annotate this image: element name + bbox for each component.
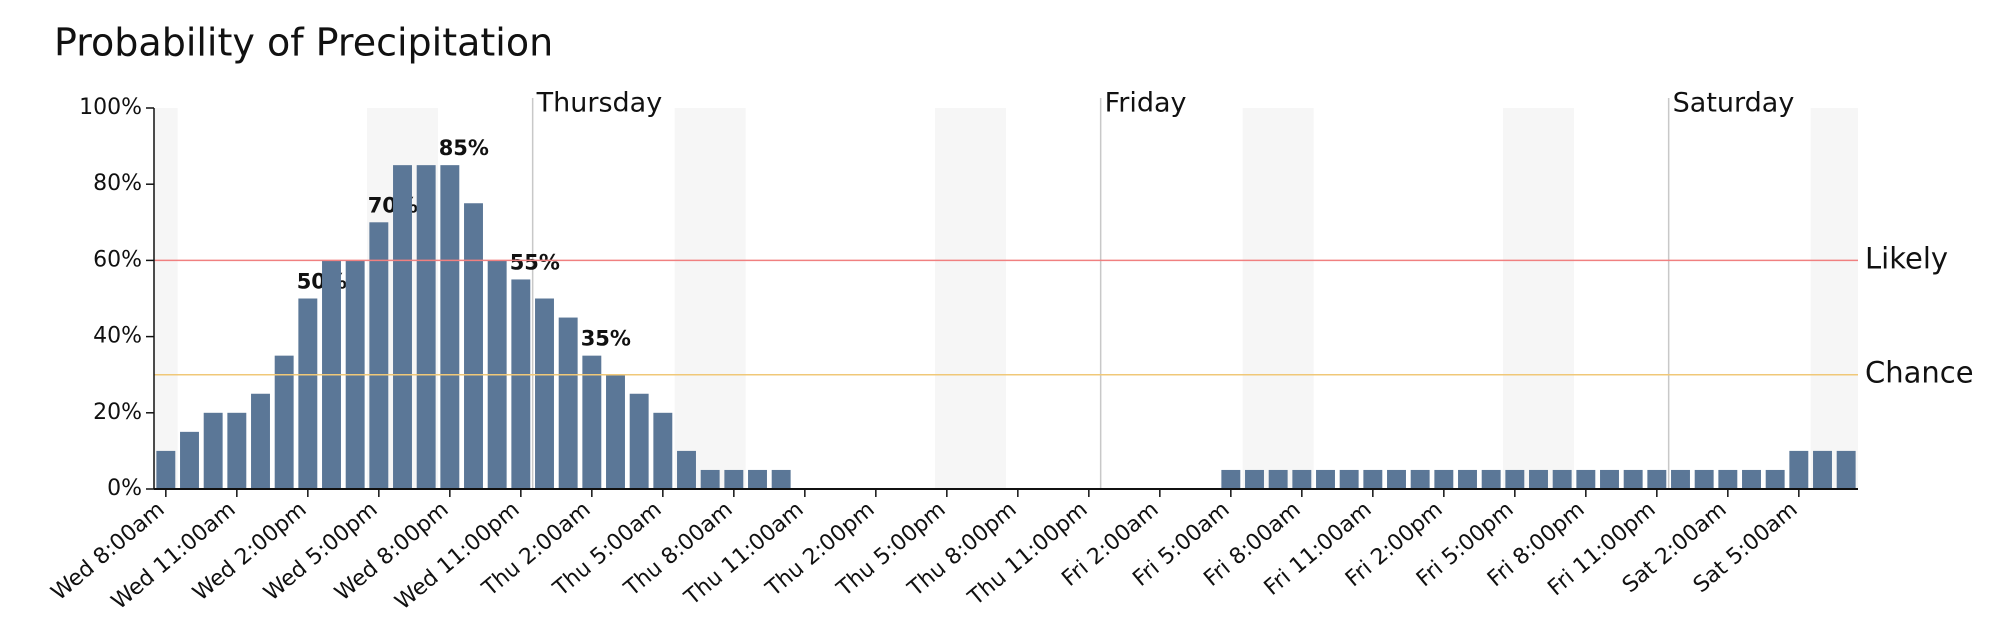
shaded-band bbox=[1503, 108, 1574, 489]
shaded-band bbox=[935, 108, 1006, 489]
bar bbox=[1481, 469, 1501, 489]
value-label: 55% bbox=[510, 250, 560, 274]
bar bbox=[1529, 469, 1548, 489]
bar bbox=[1434, 469, 1454, 489]
y-tick-label: 80% bbox=[93, 171, 142, 196]
bar bbox=[1552, 469, 1572, 489]
bar bbox=[1647, 469, 1667, 489]
bar bbox=[1623, 469, 1643, 489]
threshold-label: Chance bbox=[1865, 356, 1974, 390]
x-tick-label: Wed 11:00pm bbox=[391, 497, 525, 615]
y-tick-label: 20% bbox=[93, 400, 142, 425]
y-tick-label: 60% bbox=[93, 247, 142, 272]
bar bbox=[1387, 469, 1406, 489]
bar bbox=[369, 222, 389, 490]
y-tick-label: 40% bbox=[93, 324, 142, 349]
shaded-band bbox=[154, 108, 178, 489]
bar bbox=[1268, 469, 1288, 489]
bar bbox=[298, 298, 318, 489]
bar bbox=[464, 203, 483, 489]
bar bbox=[1765, 469, 1785, 489]
bar bbox=[511, 279, 531, 489]
bar bbox=[203, 412, 223, 489]
bar bbox=[440, 165, 460, 489]
bar bbox=[771, 469, 791, 489]
shaded-band bbox=[1242, 108, 1314, 489]
bar bbox=[653, 412, 673, 489]
bar bbox=[1742, 469, 1761, 489]
value-label: 85% bbox=[439, 136, 489, 160]
threshold-label: Likely bbox=[1865, 241, 1948, 275]
shaded-band bbox=[674, 108, 746, 489]
bar bbox=[156, 450, 176, 489]
y-tick-label: 0% bbox=[107, 476, 142, 501]
bar bbox=[1600, 469, 1619, 489]
bar bbox=[629, 393, 649, 489]
bar bbox=[1245, 469, 1264, 489]
bar bbox=[1505, 469, 1525, 489]
bar bbox=[1576, 469, 1596, 489]
bar bbox=[251, 393, 270, 489]
bar bbox=[700, 469, 720, 489]
shaded-band bbox=[1810, 108, 1858, 489]
bar bbox=[558, 317, 578, 489]
bar bbox=[393, 165, 412, 489]
bar bbox=[1221, 469, 1241, 489]
x-tick-label: Wed 11:00am bbox=[107, 497, 240, 615]
day-marker-label: Friday bbox=[1105, 88, 1187, 119]
bar bbox=[227, 412, 247, 489]
bar bbox=[416, 165, 436, 489]
bar bbox=[1789, 450, 1809, 489]
bar bbox=[1316, 469, 1335, 489]
bar bbox=[1718, 469, 1738, 489]
bar bbox=[1694, 469, 1714, 489]
bar bbox=[1292, 469, 1312, 489]
bar bbox=[1836, 450, 1856, 489]
bar bbox=[1671, 469, 1690, 489]
bar bbox=[1339, 469, 1359, 489]
bar bbox=[1410, 469, 1430, 489]
bar bbox=[180, 431, 199, 489]
day-marker-label: Saturday bbox=[1673, 88, 1795, 119]
x-tick-label: Thu 11:00am bbox=[679, 497, 808, 611]
bar bbox=[1363, 469, 1383, 489]
y-tick-label: 100% bbox=[79, 95, 142, 120]
value-label: 35% bbox=[581, 327, 631, 351]
bar bbox=[677, 450, 696, 489]
x-tick-label: Thu 11:00pm bbox=[963, 497, 1093, 611]
bar bbox=[582, 355, 602, 489]
bar bbox=[535, 298, 554, 489]
bar bbox=[724, 469, 744, 489]
day-marker-label: Thursday bbox=[536, 88, 663, 119]
bar bbox=[1813, 450, 1832, 489]
bar bbox=[1458, 469, 1477, 489]
bar bbox=[748, 469, 767, 489]
bar bbox=[274, 355, 294, 489]
bar bbox=[606, 374, 625, 489]
chart-title: Probability of Precipitation bbox=[54, 21, 553, 65]
